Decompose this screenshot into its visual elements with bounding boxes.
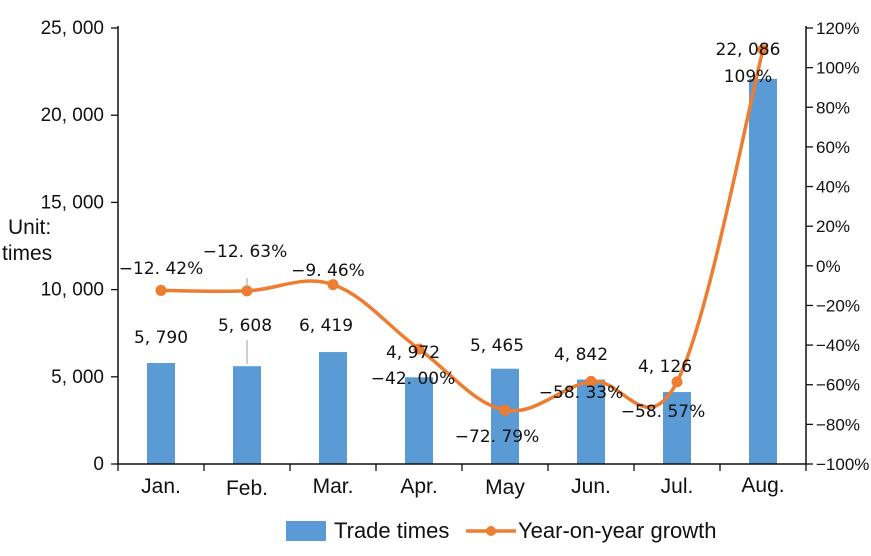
y-right-tick-label: −100% — [816, 455, 869, 474]
x-tick-label: May — [485, 476, 525, 499]
growth-point-1 — [155, 284, 167, 296]
bar-3 — [319, 352, 347, 464]
bar-value-label-1: 5, 790 — [134, 328, 188, 348]
y-right-tick-label: 20% — [816, 217, 850, 236]
x-tick-label: Jul. — [661, 475, 694, 498]
y-right-tick-label: 100% — [816, 59, 859, 78]
legend-bar-swatch — [286, 521, 326, 541]
growth-point-8 — [757, 44, 769, 56]
y-right-tick-label: −60% — [816, 376, 860, 395]
y-left-tick-label: 10, 000 — [41, 280, 104, 301]
x-tick-label: Feb. — [226, 477, 268, 500]
bar-8 — [749, 78, 777, 464]
y-left-tick-label: 25, 000 — [41, 18, 104, 39]
bar-4 — [405, 377, 433, 464]
y-right-tick-label: 60% — [816, 138, 850, 157]
bar-value-label-2: 5, 608 — [218, 316, 272, 336]
y-right-tick-label: −40% — [816, 336, 860, 355]
y-left-tick-label: 20, 000 — [41, 105, 104, 126]
growth-value-label-1: −12. 42% — [119, 259, 203, 279]
bar-6 — [577, 379, 605, 464]
growth-value-label-5: −72. 79% — [455, 427, 539, 447]
y-axis-title-line-1: Unit: — [8, 216, 51, 239]
growth-point-5 — [499, 404, 511, 416]
y-right-tick-label: −20% — [816, 296, 860, 315]
legend: Trade times Year-on-year growth — [286, 518, 717, 543]
bar-1 — [147, 363, 175, 464]
y-right-tick-label: −80% — [816, 415, 860, 434]
x-tick-label: Jun. — [571, 475, 611, 498]
x-tick-label: Mar. — [313, 475, 354, 498]
y-right-tick-label: 120% — [816, 19, 859, 38]
growth-point-2 — [241, 285, 253, 297]
y-left-tick-label: 0 — [93, 454, 104, 475]
growth-point-3 — [327, 279, 339, 291]
growth-point-4 — [413, 343, 425, 355]
bar-2 — [233, 366, 261, 464]
legend-bar-label: Trade times — [334, 518, 449, 543]
bar-value-label-6: 4, 842 — [554, 345, 608, 365]
y-left-tick-label: 15, 000 — [41, 192, 104, 213]
bar-7 — [663, 392, 691, 464]
growth-value-label-6: −58. 33% — [539, 383, 623, 403]
x-tick-label: Aug. — [741, 474, 784, 497]
line-layer — [155, 44, 769, 416]
y-right-tick-label: 40% — [816, 178, 850, 197]
bar-value-label-7: 4, 126 — [638, 357, 692, 377]
axes-layer: 0 5, 000 10, 000 15, 000 20, 000 25, 000 −100%… — [41, 18, 870, 500]
y-right-tick-label: 80% — [816, 98, 850, 117]
growth-point-7 — [671, 376, 683, 388]
bar-value-label-5: 5, 465 — [470, 336, 524, 356]
bar-value-label-8: 22, 086 — [716, 40, 781, 60]
x-tick-label: Apr. — [400, 475, 437, 498]
growth-value-label-3: −9. 46% — [291, 261, 365, 281]
bar-5 — [491, 368, 519, 464]
bars-layer — [147, 78, 777, 464]
legend-line-marker — [486, 526, 496, 536]
growth-point-6 — [585, 375, 597, 387]
growth-value-label-2: −12. 63% — [203, 242, 287, 262]
growth-value-label-4: −42. 00% — [371, 369, 455, 389]
y-axis-title-line-2: times — [2, 242, 52, 265]
labels-layer: 5, 790 5, 608 6, 419 4, 972 5, 465 4, 842 4, 1… — [119, 40, 781, 447]
x-tick-label: Jan. — [141, 475, 181, 498]
bar-value-label-4: 4, 972 — [386, 343, 440, 363]
bar-value-label-3: 6, 419 — [299, 316, 353, 336]
growth-value-label-7: −58. 57% — [621, 402, 705, 422]
y-left-tick-label: 5, 000 — [51, 367, 104, 388]
growth-value-label-8: 109% — [724, 67, 773, 87]
y-right-tick-label: 0% — [816, 257, 841, 276]
legend-line-label: Year-on-year growth — [518, 518, 717, 543]
y-axis-title: Unit: times — [2, 216, 52, 265]
